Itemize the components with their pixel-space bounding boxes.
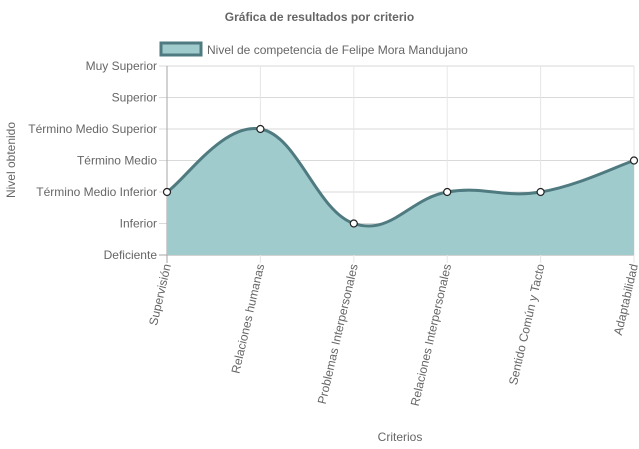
x-tick-label: Relaciones Interpersonales <box>408 263 454 408</box>
legend-swatch <box>159 41 203 57</box>
x-tick-label: Problemas Interpersonales <box>315 263 361 406</box>
x-tick-label: Sentido Común y Tacto <box>506 262 548 386</box>
legend-label: Nivel de competencia de Felipe Mora Mand… <box>207 43 468 57</box>
x-tick-label: Relaciones humanas <box>228 263 267 375</box>
y-axis-title: Nivel obtenido <box>4 122 18 198</box>
data-point[interactable] <box>443 187 452 197</box>
y-tick-label: Muy Superior <box>86 59 157 73</box>
x-axis-ticks: Supervisión Relaciones humanas Problemas I… <box>146 262 639 407</box>
y-tick-label: Inferior <box>120 217 157 231</box>
x-tick-label: Adaptabilidad <box>611 263 639 337</box>
y-axis-ticks: Deficiente Inferior Término Medio Inferior… <box>28 59 157 262</box>
y-tick-label: Deficiente <box>104 248 158 262</box>
data-point[interactable] <box>349 219 358 228</box>
data-points <box>162 124 639 228</box>
y-tick-label: Término Medio Inferior <box>36 185 157 199</box>
series-area <box>167 128 634 255</box>
data-point[interactable] <box>629 156 639 165</box>
chart-title: Gráfica de resultados por criterio <box>225 10 414 24</box>
data-point[interactable] <box>256 124 265 134</box>
x-axis-title: Criterios <box>378 430 423 444</box>
data-point[interactable] <box>536 187 545 197</box>
y-tick-label: Término Medio Superior <box>28 122 157 136</box>
y-tick-label: Superior <box>112 91 157 105</box>
legend[interactable]: Nivel de competencia de Felipe Mora Mand… <box>159 41 468 57</box>
y-tick-label: Término Medio <box>77 154 157 168</box>
data-point[interactable] <box>162 187 172 197</box>
x-tick-label: Supervisión <box>146 263 174 327</box>
